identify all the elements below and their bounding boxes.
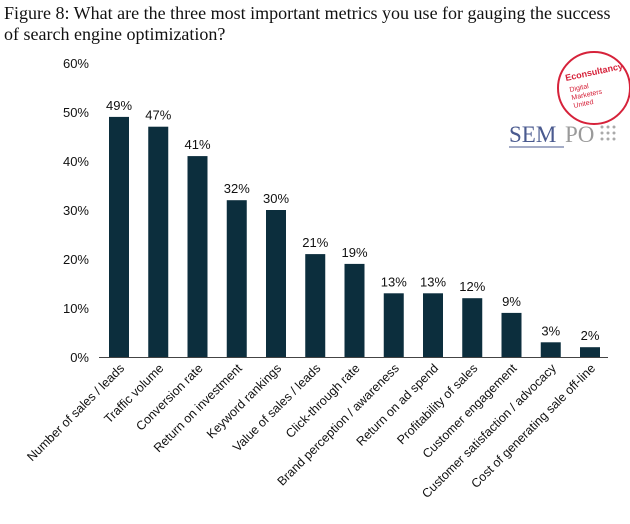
bar	[266, 210, 286, 357]
data-label: 2%	[581, 328, 600, 343]
svg-text:Digital: Digital	[569, 83, 590, 94]
bar	[540, 342, 561, 357]
bar	[501, 312, 522, 357]
y-tick-label: 60%	[63, 56, 89, 71]
data-label: 19%	[341, 245, 367, 260]
data-label: 21%	[302, 235, 328, 250]
sempo-logo: SEM PO	[509, 122, 616, 148]
data-label: 13%	[381, 274, 407, 289]
bar	[226, 200, 247, 357]
x-tick-label: Conversion rate	[133, 361, 205, 433]
data-label: 30%	[263, 191, 289, 206]
svg-text:United: United	[573, 99, 594, 110]
y-tick-label: 0%	[70, 350, 89, 365]
x-tick-label: Click-through rate	[283, 361, 363, 441]
y-tick-label: 50%	[63, 105, 89, 120]
svg-text:SEM: SEM	[509, 122, 556, 147]
data-label: 49%	[106, 98, 132, 113]
chart-title: Figure 8: What are the three most import…	[4, 3, 611, 44]
data-label: 47%	[145, 108, 171, 123]
bar	[344, 263, 365, 357]
svg-text:PO: PO	[565, 122, 594, 147]
bar	[148, 126, 169, 357]
data-label: 32%	[224, 181, 250, 196]
logo-group: Econsultancy Digital Marketers United SE…	[509, 51, 630, 148]
data-label: 13%	[420, 274, 446, 289]
data-label: 41%	[184, 137, 210, 152]
y-tick-label: 30%	[63, 203, 89, 218]
svg-text:Econsultancy: Econsultancy	[564, 61, 623, 83]
y-tick-label: 40%	[63, 154, 89, 169]
y-tick-label: 10%	[63, 301, 89, 316]
bar	[305, 254, 326, 357]
bar	[187, 156, 208, 357]
data-label: 9%	[502, 294, 521, 309]
data-label: 3%	[541, 323, 560, 338]
econsultancy-logo: Econsultancy Digital Marketers United	[557, 51, 630, 125]
bar	[423, 293, 443, 357]
bar	[462, 298, 483, 357]
bar	[109, 116, 129, 358]
bar	[580, 347, 600, 357]
y-tick-label: 20%	[63, 252, 89, 267]
y-axis: 0% 10% 20% 30% 40% 50% 60%	[63, 56, 89, 365]
data-label: 12%	[459, 279, 485, 294]
bar	[383, 293, 404, 357]
